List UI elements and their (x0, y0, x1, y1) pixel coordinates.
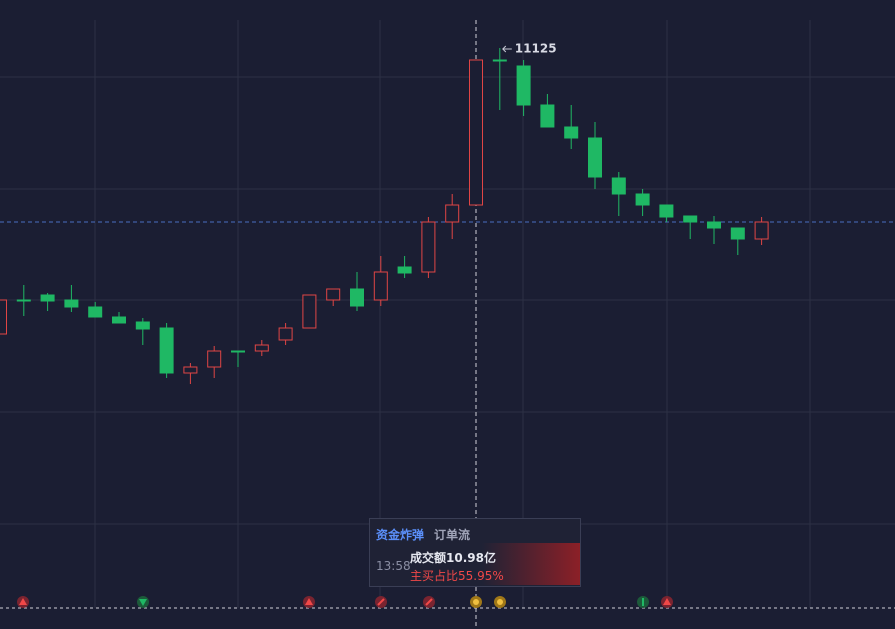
candle-body (421, 221, 436, 273)
candle-body (183, 366, 198, 374)
candle-body (659, 204, 674, 218)
amount: 成交额10.98亿 (410, 551, 496, 565)
candle-body (611, 177, 626, 195)
candle-body (326, 288, 341, 301)
tab[interactable]: 订单流 (434, 528, 471, 542)
candle-body (469, 59, 483, 206)
candle-body (231, 350, 245, 353)
candle-body (64, 299, 79, 308)
candle-body (445, 204, 460, 223)
candle-body (254, 344, 269, 352)
candle-body (350, 288, 364, 307)
candle-body (112, 316, 126, 324)
annotation-arrowhead (502, 45, 507, 53)
tooltip-gradient (482, 543, 580, 585)
candle-body (730, 227, 745, 240)
candle-body (540, 104, 555, 128)
candle-body (135, 321, 150, 330)
candle-body (0, 299, 7, 335)
time: 13:58 (376, 559, 411, 573)
candle-body (373, 271, 388, 301)
high-annotation: 11125 (515, 42, 557, 56)
candle-body (707, 221, 721, 229)
candle-body (588, 137, 602, 178)
candle-body (564, 126, 579, 139)
candle-body (278, 327, 293, 341)
candle-body (683, 215, 698, 223)
candle-body (16, 299, 31, 302)
candle-body (88, 306, 103, 318)
candle-body (492, 59, 507, 62)
candle-body (635, 193, 650, 206)
candle-body (516, 65, 531, 106)
event-icons (17, 596, 673, 608)
candle-body (397, 266, 412, 274)
candle-body (302, 294, 317, 329)
ratio: 主买占比55.95% (410, 569, 504, 583)
candle-body (159, 327, 174, 374)
candle-body (754, 221, 769, 240)
tab[interactable]: 资金炸弹 (376, 528, 425, 542)
candle-body (40, 294, 55, 302)
candle-body (207, 350, 222, 368)
tooltip: 资金炸弹 订单流 13:58 成交额10.98亿 主买占比55.95% (369, 518, 581, 587)
